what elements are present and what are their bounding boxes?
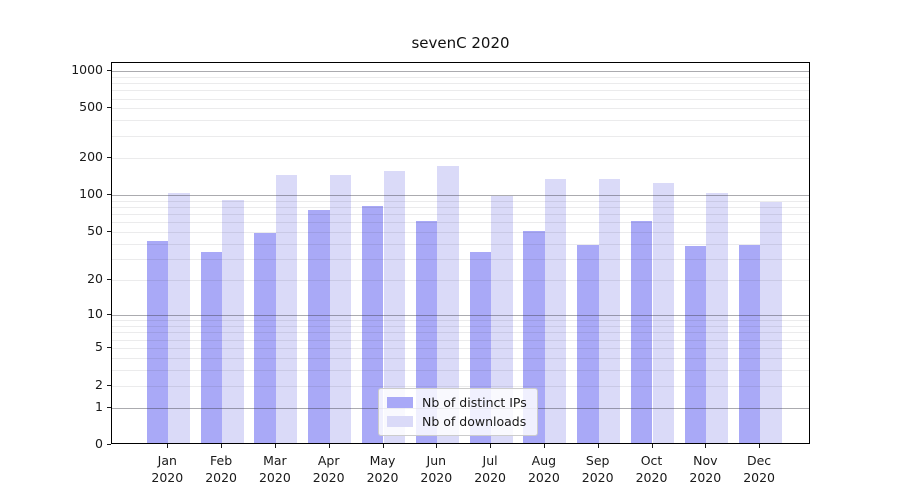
legend-item-distinct-ips: Nb of distinct IPs xyxy=(387,395,527,410)
legend-label-downloads: Nb of downloads xyxy=(422,414,527,429)
x-tick-label-jul: Jul 2020 xyxy=(474,453,506,485)
x-tick-label-oct: Oct 2020 xyxy=(635,453,668,485)
bar-downloads-apr xyxy=(329,174,352,443)
gridline-y-70 xyxy=(112,214,809,216)
gridline-y-700 xyxy=(112,90,809,92)
bar-downloads-dec xyxy=(760,202,782,443)
legend-label-distinct-ips: Nb of distinct IPs xyxy=(422,395,527,410)
x-tick-mark xyxy=(759,444,761,448)
bar-downloads-feb xyxy=(222,199,244,443)
y-tick-label-2: 2 xyxy=(95,376,103,392)
gridline-y-100 xyxy=(112,195,809,197)
bar-downloads-nov xyxy=(706,193,728,443)
bar-downloads-jun xyxy=(437,165,459,443)
y-tick-label-20: 20 xyxy=(87,271,103,287)
bar-downloads-jul xyxy=(491,195,513,443)
gridline-y-90 xyxy=(112,200,809,202)
bar-distinct-ips-oct xyxy=(630,221,653,443)
gridline-y-60 xyxy=(112,222,809,224)
y-tick-mark xyxy=(107,444,111,445)
gridline-y-300 xyxy=(112,135,809,137)
bar-distinct-ips-jun xyxy=(415,221,438,443)
gridline-y-600 xyxy=(112,98,809,100)
legend-swatch-distinct-ips xyxy=(387,397,413,408)
x-tick-mark xyxy=(651,444,653,448)
x-tick-mark xyxy=(436,444,438,448)
x-tick-label-jun: Jun 2020 xyxy=(420,453,453,485)
gridline-y-900 xyxy=(112,76,809,78)
y-tick-mark xyxy=(107,69,111,71)
y-tick-mark xyxy=(107,314,111,316)
y-tick-label-0: 0 xyxy=(95,436,103,451)
y-tick-label-10: 10 xyxy=(87,306,103,322)
y-tick-label-50: 50 xyxy=(87,223,103,239)
y-tick-label-200: 200 xyxy=(79,148,103,164)
y-tick-mark xyxy=(107,384,111,386)
gridline-y-1000 xyxy=(112,70,809,72)
x-tick-mark xyxy=(274,444,276,448)
gridline-y-400 xyxy=(112,120,809,122)
x-tick-label-feb: Feb 2020 xyxy=(205,453,237,485)
bar-distinct-ips-mar xyxy=(254,233,276,443)
x-tick-mark xyxy=(328,444,330,448)
x-tick-label-apr: Apr 2020 xyxy=(312,453,345,485)
x-tick-label-mar: Mar 2020 xyxy=(258,453,291,485)
x-tick-mark xyxy=(490,444,492,448)
gridline-y-80 xyxy=(112,207,809,208)
y-tick-label-500: 500 xyxy=(79,99,103,115)
bar-distinct-ips-feb xyxy=(200,252,223,443)
y-tick-mark xyxy=(107,231,111,233)
bar-distinct-ips-apr xyxy=(308,209,330,443)
legend-swatch-downloads xyxy=(387,416,413,427)
x-tick-mark xyxy=(167,444,169,448)
y-tick-label-1: 1 xyxy=(95,398,103,414)
y-tick-label-100: 100 xyxy=(79,186,103,202)
legend: Nb of distinct IPs Nb of downloads xyxy=(378,388,538,436)
y-tick-mark xyxy=(107,194,111,196)
plot-area xyxy=(111,62,810,444)
y-tick-mark xyxy=(107,406,111,408)
bar-distinct-ips-nov xyxy=(684,246,707,443)
x-tick-mark xyxy=(382,444,384,448)
legend-item-downloads: Nb of downloads xyxy=(387,414,527,429)
gridline-y-800 xyxy=(112,82,809,84)
x-tick-label-sep: Sep 2020 xyxy=(581,453,614,485)
x-tick-mark xyxy=(597,444,599,448)
x-tick-mark xyxy=(221,444,223,448)
bar-downloads-may xyxy=(383,170,406,443)
y-tick-mark xyxy=(107,156,111,158)
x-tick-label-dec: Dec 2020 xyxy=(743,453,775,485)
x-tick-mark xyxy=(543,444,545,448)
gridline-y-40 xyxy=(112,243,809,245)
bar-downloads-mar xyxy=(275,175,298,443)
chart-title: sevenC 2020 xyxy=(411,34,510,52)
bar-distinct-ips-sep xyxy=(577,244,599,443)
bar-downloads-sep xyxy=(598,179,621,443)
x-tick-label-may: May 2020 xyxy=(366,453,399,485)
x-tick-label-aug: Aug 2020 xyxy=(527,453,560,485)
x-tick-mark xyxy=(705,444,707,448)
gridline-y-50 xyxy=(112,232,809,234)
y-tick-mark xyxy=(107,347,111,348)
bar-downloads-aug xyxy=(544,179,567,443)
y-tick-mark xyxy=(107,279,111,281)
bar-downloads-jan xyxy=(168,192,190,443)
bar-distinct-ips-may xyxy=(361,205,384,443)
bar-downloads-oct xyxy=(652,182,675,443)
y-tick-mark xyxy=(107,107,111,109)
y-tick-label-5: 5 xyxy=(95,339,103,354)
bar-distinct-ips-dec xyxy=(738,244,761,443)
gridline-y-500 xyxy=(112,108,809,110)
gridline-y-200 xyxy=(112,157,809,159)
y-tick-label-1000: 1000 xyxy=(71,61,103,77)
bar-distinct-ips-jan xyxy=(146,240,169,443)
x-tick-label-jan: Jan 2020 xyxy=(151,453,184,485)
x-tick-label-nov: Nov 2020 xyxy=(689,453,722,485)
